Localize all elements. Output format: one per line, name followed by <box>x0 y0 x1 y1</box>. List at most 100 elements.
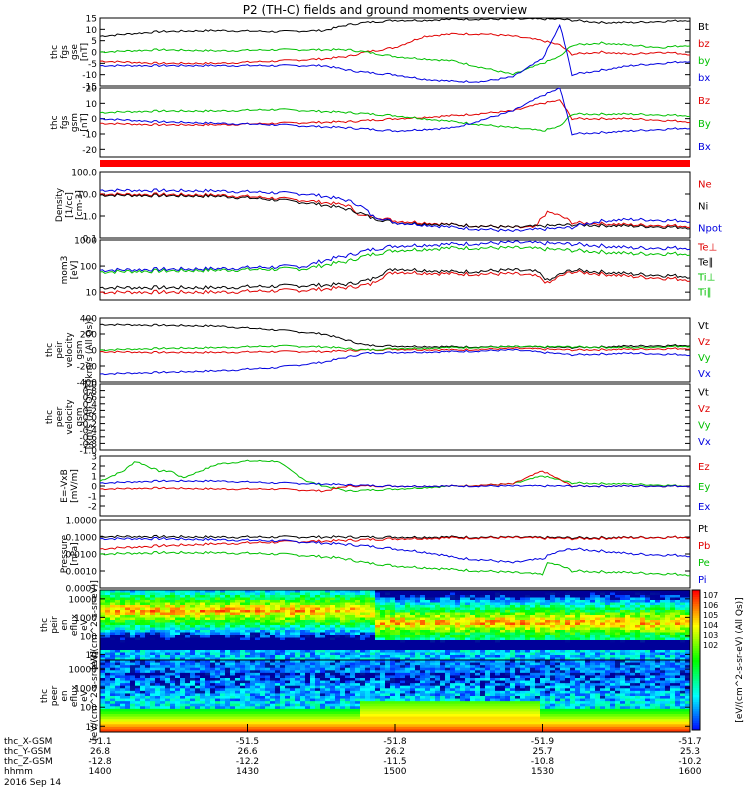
heatmap-cell <box>415 617 421 621</box>
heatmap-cell <box>630 640 636 643</box>
heatmap-cell <box>150 680 156 684</box>
heatmap-cell <box>655 605 661 608</box>
heatmap-cell <box>305 617 311 621</box>
heatmap-cell <box>155 696 161 699</box>
heatmap-cell <box>475 627 481 631</box>
heatmap-cell <box>435 652 441 656</box>
heatmap-cell <box>495 592 501 596</box>
heatmap-cell <box>135 716 141 720</box>
heatmap-cell <box>550 625 556 628</box>
heatmap-cell <box>635 600 641 603</box>
heatmap-cell <box>375 617 381 621</box>
heatmap-cell <box>355 617 361 621</box>
heatmap-cell <box>345 672 351 676</box>
heatmap-cell <box>655 627 661 631</box>
heatmap-cell <box>685 620 691 623</box>
heatmap-cell <box>360 615 366 618</box>
heatmap-cell <box>555 640 561 643</box>
heatmap-cell <box>215 647 221 651</box>
heatmap-cell <box>520 605 526 608</box>
heatmap-cell <box>475 650 481 653</box>
heatmap-cell <box>410 655 416 658</box>
heatmap-cell <box>285 652 291 656</box>
heatmap-cell <box>245 698 251 702</box>
heatmap-cell <box>580 625 586 628</box>
heatmap-cell <box>390 637 396 641</box>
heatmap-cell <box>455 647 461 651</box>
heatmap-cell <box>345 693 351 697</box>
heatmap-cell <box>500 650 506 653</box>
heatmap-cell <box>420 617 426 621</box>
heatmap-cell <box>285 706 291 710</box>
y-axis-label: [mV/m] <box>70 469 80 503</box>
heatmap-cell <box>310 637 316 641</box>
heatmap-cell <box>365 645 371 648</box>
heatmap-cell <box>435 627 441 631</box>
heatmap-cell <box>250 665 256 669</box>
heatmap-cell <box>325 597 331 601</box>
heatmap-cell <box>405 630 411 633</box>
heatmap-cell <box>125 675 131 679</box>
heatmap-cell <box>545 600 551 603</box>
heatmap-cell <box>430 657 436 661</box>
heatmap-cell <box>115 711 121 715</box>
heatmap-cell <box>500 592 506 596</box>
heatmap-cell <box>470 617 476 621</box>
heatmap-cell <box>380 647 386 651</box>
heatmap-cell <box>105 726 111 730</box>
heatmap-cell <box>270 600 276 603</box>
heatmap-cell <box>305 595 311 598</box>
heatmap-cell <box>380 655 386 658</box>
heatmap-cell <box>205 672 211 676</box>
heatmap-cell <box>220 675 226 679</box>
heatmap-cell <box>230 724 236 728</box>
heatmap-cell <box>325 632 331 636</box>
heatmap-cell <box>130 615 136 618</box>
heatmap-cell <box>450 602 456 606</box>
heatmap-cell <box>480 655 486 658</box>
heatmap-cell <box>670 650 676 653</box>
heatmap-cell <box>355 612 361 616</box>
heatmap-cell <box>145 605 151 608</box>
heatmap-cell <box>125 706 131 710</box>
heatmap-cell <box>610 620 616 623</box>
heatmap-cell <box>320 607 326 611</box>
heatmap-cell <box>280 640 286 643</box>
heatmap-cell <box>295 615 301 618</box>
heatmap-cell <box>260 642 266 646</box>
heatmap-cell <box>550 630 556 633</box>
heatmap-cell <box>535 610 541 613</box>
heatmap-cell <box>365 610 371 613</box>
heatmap-cell <box>330 675 336 679</box>
heatmap-cell <box>495 640 501 643</box>
heatmap-cell <box>485 645 491 648</box>
heatmap-cell <box>430 652 436 656</box>
heatmap-cell <box>445 612 451 616</box>
heatmap-cell <box>100 719 106 723</box>
heatmap-cell <box>135 652 141 656</box>
heatmap-cell <box>385 595 391 598</box>
heatmap-cell <box>310 690 316 694</box>
heatmap-cell <box>305 637 311 641</box>
heatmap-cell <box>275 698 281 702</box>
heatmap-cell <box>185 688 191 692</box>
heatmap-cell <box>280 600 286 603</box>
heatmap-cell <box>270 612 276 616</box>
heatmap-cell <box>685 655 691 658</box>
heatmap-cell <box>135 600 141 603</box>
heatmap-cell <box>125 630 131 633</box>
heatmap-cell <box>420 655 426 658</box>
heatmap-cell <box>600 595 606 598</box>
heatmap-cell <box>385 642 391 646</box>
heatmap-cell <box>105 655 111 658</box>
heatmap-cell <box>460 657 466 661</box>
heatmap-cell <box>265 605 271 608</box>
heatmap-cell <box>110 627 116 631</box>
heatmap-cell <box>465 627 471 631</box>
heatmap-cell <box>310 652 316 656</box>
heatmap-cell <box>360 625 366 628</box>
heatmap-cell <box>450 600 456 603</box>
heatmap-cell <box>655 650 661 653</box>
heatmap-cell <box>405 590 411 593</box>
heatmap-cell <box>255 675 261 679</box>
